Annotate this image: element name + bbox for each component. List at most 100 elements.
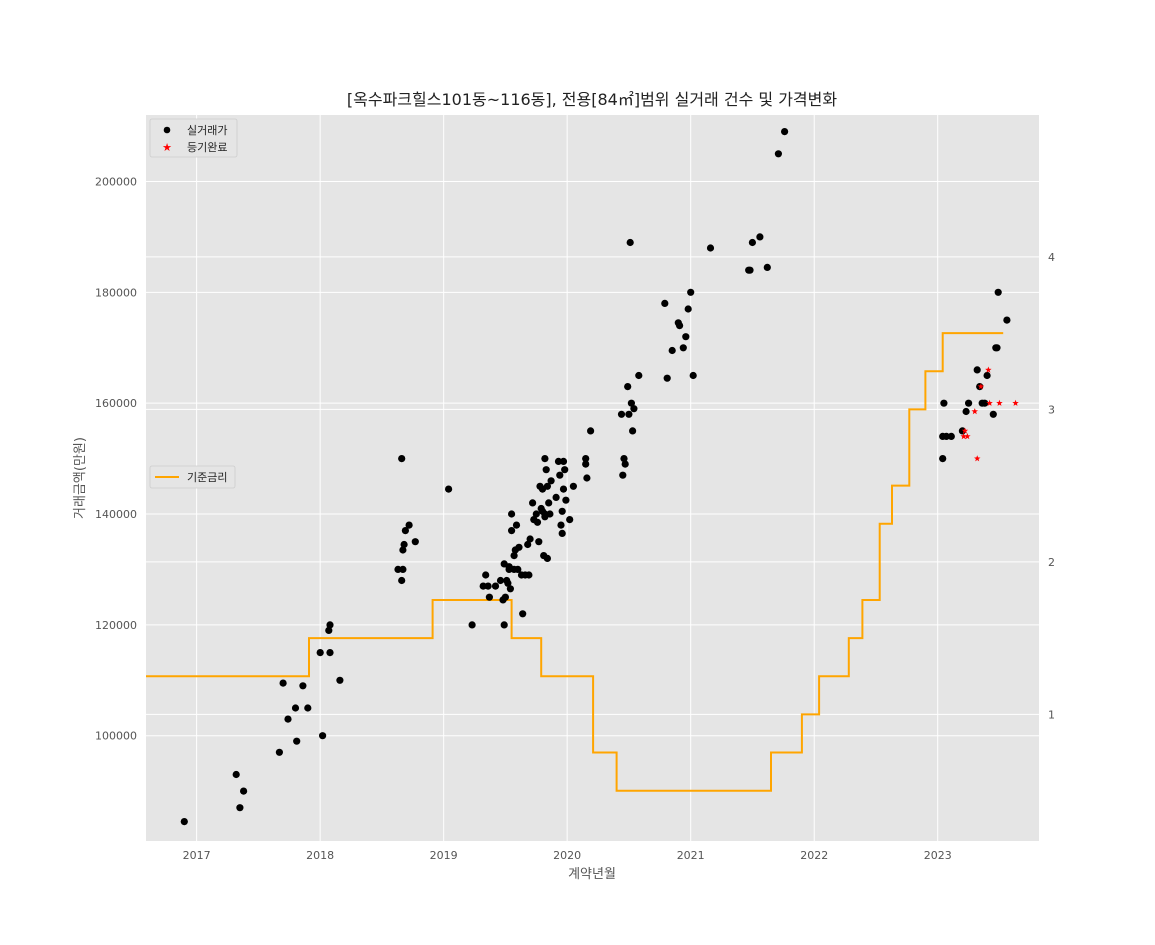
- deal-point: [940, 399, 948, 407]
- deal-point: [508, 527, 516, 535]
- deal-point: [506, 585, 514, 593]
- deal-point: [621, 460, 629, 468]
- deal-point: [401, 527, 409, 535]
- deal-point: [557, 521, 565, 529]
- deal-point: [962, 407, 970, 416]
- deal-point: [468, 621, 476, 629]
- legend-rate-label: 기준금리: [187, 471, 227, 484]
- deal-point: [626, 238, 634, 247]
- registered-point: [974, 455, 981, 462]
- deal-point: [965, 399, 973, 407]
- x-tick-label: 2020: [553, 849, 581, 862]
- chart-title: [옥수파크힐스101동~116동], 전용[84㎡]범위 실거래 건수 및 가격…: [347, 90, 837, 109]
- deal-point: [682, 333, 690, 341]
- registered-point: [986, 399, 993, 406]
- deal-point: [663, 374, 671, 382]
- x-tick-label: 2018: [306, 849, 334, 862]
- y-tick-label: 100000: [95, 730, 137, 743]
- deal-point: [559, 457, 568, 465]
- deal-point: [304, 704, 312, 712]
- points-series: [180, 128, 1011, 826]
- deal-point: [629, 427, 637, 435]
- legend-rate: 기준금리: [149, 465, 236, 489]
- deal-point: [501, 593, 509, 601]
- deal-point: [535, 538, 543, 546]
- deal-point: [635, 371, 643, 380]
- deal-point: [491, 582, 500, 590]
- deal-point: [405, 521, 413, 529]
- deal-point: [484, 582, 492, 590]
- rate-series: [146, 332, 1004, 792]
- deal-point: [291, 704, 300, 712]
- deal-point: [781, 128, 789, 136]
- deal-point: [514, 565, 522, 574]
- x-tick-label: 2019: [430, 849, 458, 862]
- deal-point: [582, 460, 590, 468]
- deal-point: [625, 410, 633, 418]
- deal-point: [661, 299, 669, 307]
- deal-point: [627, 399, 636, 407]
- legend-price: 실거래가 ★ 등기완료: [149, 118, 238, 158]
- deal-point: [508, 510, 516, 518]
- legend-price-box: [149, 118, 238, 158]
- registered-point: [985, 366, 992, 373]
- deal-point: [232, 770, 240, 779]
- y2-tick-label: 4: [1048, 251, 1055, 264]
- deal-point: [398, 576, 406, 585]
- legend-registered-marker: ★: [162, 141, 172, 154]
- deal-point: [566, 516, 574, 524]
- y-tick-label: 120000: [95, 619, 137, 632]
- x-axis-label: 계약년월: [568, 867, 616, 882]
- deal-point: [993, 344, 1001, 352]
- deal-point: [562, 496, 570, 504]
- deal-point: [524, 540, 532, 549]
- legend-deal-marker: [163, 126, 171, 134]
- deal-point: [400, 540, 408, 549]
- legend-deal-label: 실거래가: [187, 124, 227, 137]
- deal-point: [763, 263, 771, 271]
- deal-point: [756, 233, 764, 241]
- deal-point: [624, 383, 632, 391]
- deal-point: [973, 366, 981, 374]
- deal-point: [689, 371, 697, 380]
- tick-labels: 2017 2018 2019 2020 2021 2022 2023100000120000…: [95, 176, 1055, 862]
- deal-point: [533, 518, 542, 526]
- deal-point: [325, 626, 333, 635]
- deal-point: [485, 593, 493, 601]
- deal-point: [748, 238, 757, 247]
- deal-point: [679, 344, 687, 352]
- y2-tick-label: 1: [1048, 708, 1055, 721]
- deal-point: [617, 410, 626, 418]
- deal-point: [279, 679, 287, 687]
- y2-tick-label: 2: [1048, 556, 1055, 569]
- deal-point: [542, 466, 550, 474]
- registered-point: [996, 399, 1003, 406]
- deal-point: [582, 455, 590, 463]
- deal-point: [525, 571, 533, 579]
- deal-point: [399, 565, 407, 574]
- deal-point: [336, 676, 344, 684]
- deal-point: [398, 455, 406, 463]
- deal-point: [746, 266, 754, 274]
- y-axis-label: 거래금액(만원): [73, 437, 88, 519]
- deal-point: [496, 576, 505, 585]
- deal-point: [326, 621, 334, 629]
- registered-series: [960, 366, 1019, 462]
- deal-point: [445, 485, 453, 493]
- deal-point: [512, 521, 521, 529]
- x-tick-label: 2017: [183, 849, 211, 862]
- deal-point: [619, 471, 627, 479]
- deal-point: [687, 288, 695, 296]
- registered-point: [961, 427, 969, 434]
- deal-point: [981, 399, 989, 407]
- deal-point: [541, 455, 549, 463]
- deal-point: [554, 457, 563, 465]
- deal-point: [326, 649, 334, 657]
- deal-point: [529, 499, 537, 507]
- deal-point: [706, 244, 715, 252]
- deal-point: [569, 482, 578, 490]
- x-tick-label: 2022: [800, 849, 828, 862]
- deal-point: [526, 535, 534, 543]
- deal-point: [284, 715, 292, 723]
- deal-point: [180, 818, 188, 826]
